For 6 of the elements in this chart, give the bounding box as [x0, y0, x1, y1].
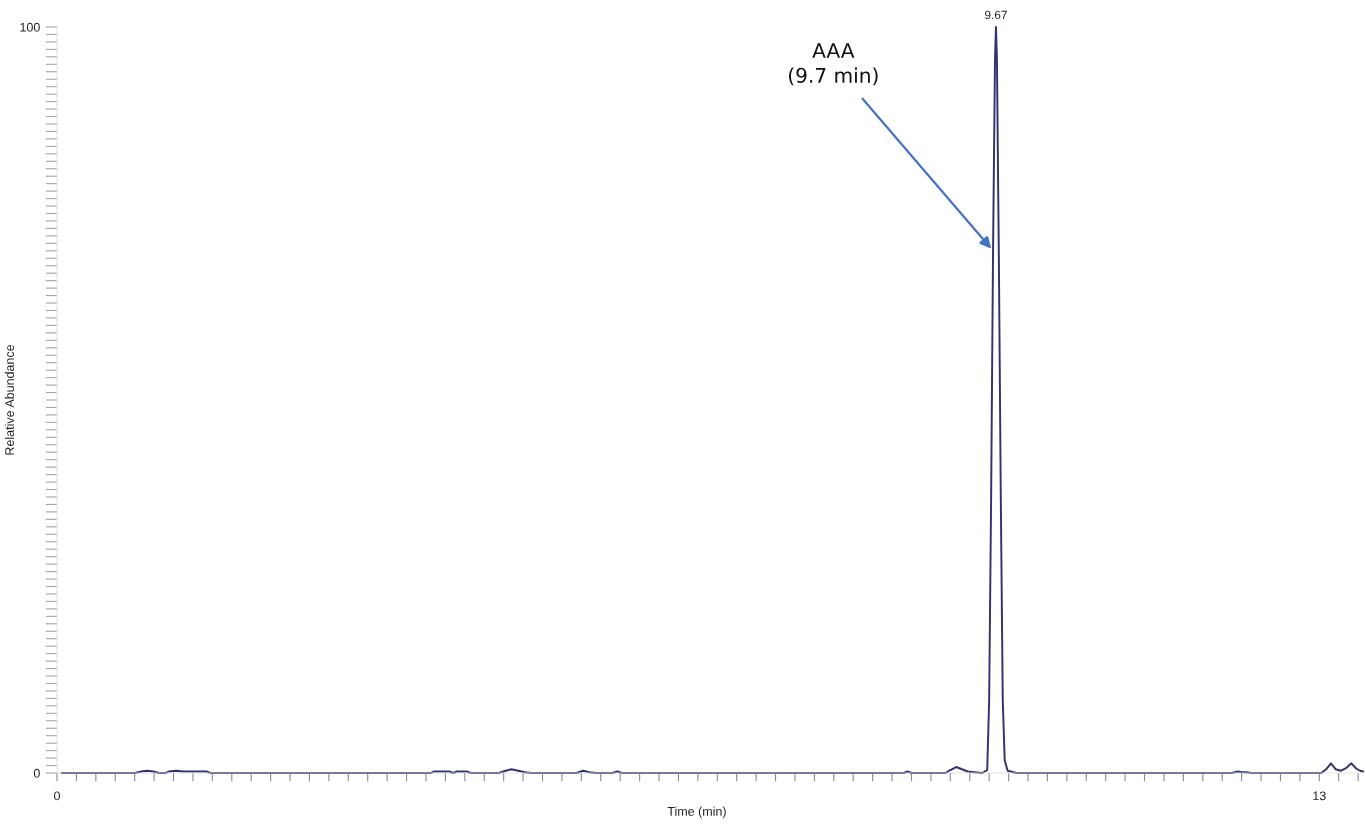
y-axis-title: Relative Abundance: [4, 344, 15, 455]
y-tick-label: 100: [20, 22, 40, 32]
annotation: 9.67: [985, 10, 1007, 20]
x-tick-label: 13: [1313, 791, 1326, 801]
x-axis-title: Time (min): [667, 806, 726, 819]
annotation: AAA (9.7 min): [789, 43, 878, 86]
